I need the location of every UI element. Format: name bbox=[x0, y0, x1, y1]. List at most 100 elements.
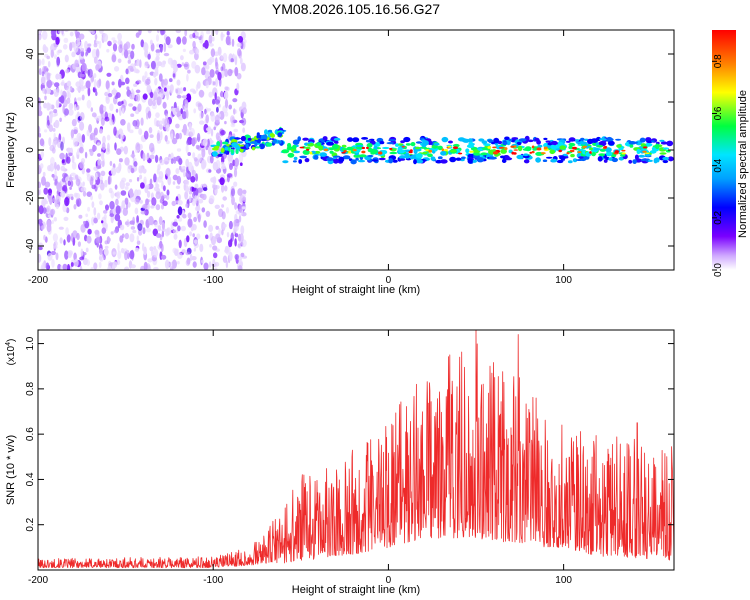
noise-blob bbox=[177, 261, 180, 265]
signal-blob bbox=[332, 155, 341, 158]
noise-blob bbox=[94, 88, 98, 93]
noise-blob bbox=[53, 88, 58, 94]
peak-blob bbox=[536, 147, 542, 151]
noise-blob bbox=[93, 262, 98, 270]
noise-blob bbox=[148, 127, 153, 134]
noise-blob bbox=[118, 78, 122, 88]
noise-blob bbox=[129, 220, 135, 225]
signal-blob bbox=[523, 159, 530, 164]
peak-blob bbox=[589, 151, 592, 154]
noise-blob bbox=[215, 61, 219, 70]
noise-blob bbox=[188, 195, 192, 203]
noise-blob bbox=[142, 168, 147, 174]
noise-blob bbox=[234, 202, 238, 210]
peak-blob bbox=[306, 148, 310, 151]
noise-blob bbox=[75, 174, 79, 180]
noise-blob bbox=[161, 254, 167, 260]
noise-blob bbox=[116, 148, 122, 156]
signal-blob bbox=[587, 138, 594, 145]
signal-blob bbox=[371, 159, 379, 162]
y-tick-label: 0.2 bbox=[25, 517, 36, 531]
noise-blob bbox=[154, 77, 158, 86]
noise-blob bbox=[104, 179, 108, 188]
noise-blob bbox=[66, 264, 71, 270]
noise-blob bbox=[55, 252, 59, 261]
noise-blob bbox=[135, 69, 140, 74]
noise-blob bbox=[205, 210, 211, 217]
noise-blob bbox=[127, 202, 131, 208]
noise-blob bbox=[81, 134, 86, 143]
noise-blob bbox=[152, 248, 159, 258]
peak-blob bbox=[352, 148, 357, 152]
noise-blob bbox=[119, 132, 125, 140]
noise-blob bbox=[165, 124, 170, 132]
noise-blob bbox=[214, 78, 219, 87]
noise-blob bbox=[55, 36, 60, 45]
noise-blob bbox=[99, 182, 105, 191]
band-blob bbox=[234, 137, 241, 140]
signal-blob bbox=[493, 137, 500, 144]
noise-blob bbox=[117, 39, 123, 46]
signal-blob bbox=[640, 158, 646, 161]
noise-blob bbox=[209, 244, 212, 248]
noise-blob bbox=[109, 118, 114, 126]
noise-blob bbox=[233, 128, 239, 133]
noise-blob bbox=[222, 196, 227, 201]
x-tick-label: 0 bbox=[386, 275, 392, 286]
signal-blob bbox=[480, 147, 488, 151]
noise-blob bbox=[50, 48, 54, 59]
noise-blob bbox=[201, 259, 204, 264]
noise-blob bbox=[242, 107, 247, 115]
noise-blob bbox=[146, 190, 151, 198]
noise-blob bbox=[143, 41, 148, 49]
signal-blob bbox=[467, 138, 473, 143]
colorbar: 0.0 0.2 0.4 0.6 0.8 Normalized spectral ampl… bbox=[712, 30, 749, 277]
noise-blob bbox=[41, 30, 48, 40]
noise-blob bbox=[46, 79, 53, 89]
noise-blob bbox=[184, 99, 189, 109]
peak-blob bbox=[444, 149, 448, 152]
noise-blob bbox=[206, 30, 211, 35]
noise-blob bbox=[175, 123, 180, 129]
signal-blob bbox=[488, 156, 497, 160]
noise-blob bbox=[192, 261, 197, 268]
signal-blob bbox=[636, 148, 641, 155]
noise-blob bbox=[111, 81, 115, 86]
noise-blob bbox=[69, 265, 73, 270]
signal-blob bbox=[366, 143, 373, 148]
noise-blob bbox=[165, 113, 169, 121]
noise-blob bbox=[165, 167, 171, 177]
signal-blob bbox=[586, 145, 592, 148]
noise-blob bbox=[199, 243, 204, 253]
noise-blob bbox=[109, 103, 114, 111]
noise-blob bbox=[71, 118, 77, 127]
noise-blob bbox=[117, 101, 123, 106]
band-blob bbox=[240, 146, 246, 150]
band-blob bbox=[260, 134, 268, 140]
noise-blob bbox=[90, 107, 94, 112]
signal-blob bbox=[281, 149, 290, 154]
noise-blob bbox=[203, 220, 207, 228]
signal-blob bbox=[478, 138, 485, 142]
signal-blob bbox=[567, 160, 573, 164]
noise-blob bbox=[73, 262, 79, 267]
noise-blob bbox=[186, 173, 190, 178]
noise-blob bbox=[134, 207, 139, 215]
noise-blob bbox=[171, 137, 178, 145]
noise-blob bbox=[224, 178, 227, 183]
noise-blob bbox=[60, 95, 65, 104]
noise-blob bbox=[47, 103, 52, 110]
noise-blob bbox=[127, 65, 134, 70]
noise-blob bbox=[214, 99, 220, 105]
peak-blob bbox=[323, 148, 329, 152]
noise-blob bbox=[154, 154, 159, 163]
noise-blob bbox=[193, 108, 197, 114]
signal-blob bbox=[487, 139, 493, 143]
signal-blob bbox=[409, 155, 415, 160]
noise-blob bbox=[68, 152, 73, 157]
signal-blob bbox=[399, 155, 406, 160]
noise-blob bbox=[42, 207, 47, 214]
noise-blob bbox=[157, 225, 162, 232]
noise-blob bbox=[208, 195, 215, 204]
noise-blob bbox=[194, 158, 200, 167]
